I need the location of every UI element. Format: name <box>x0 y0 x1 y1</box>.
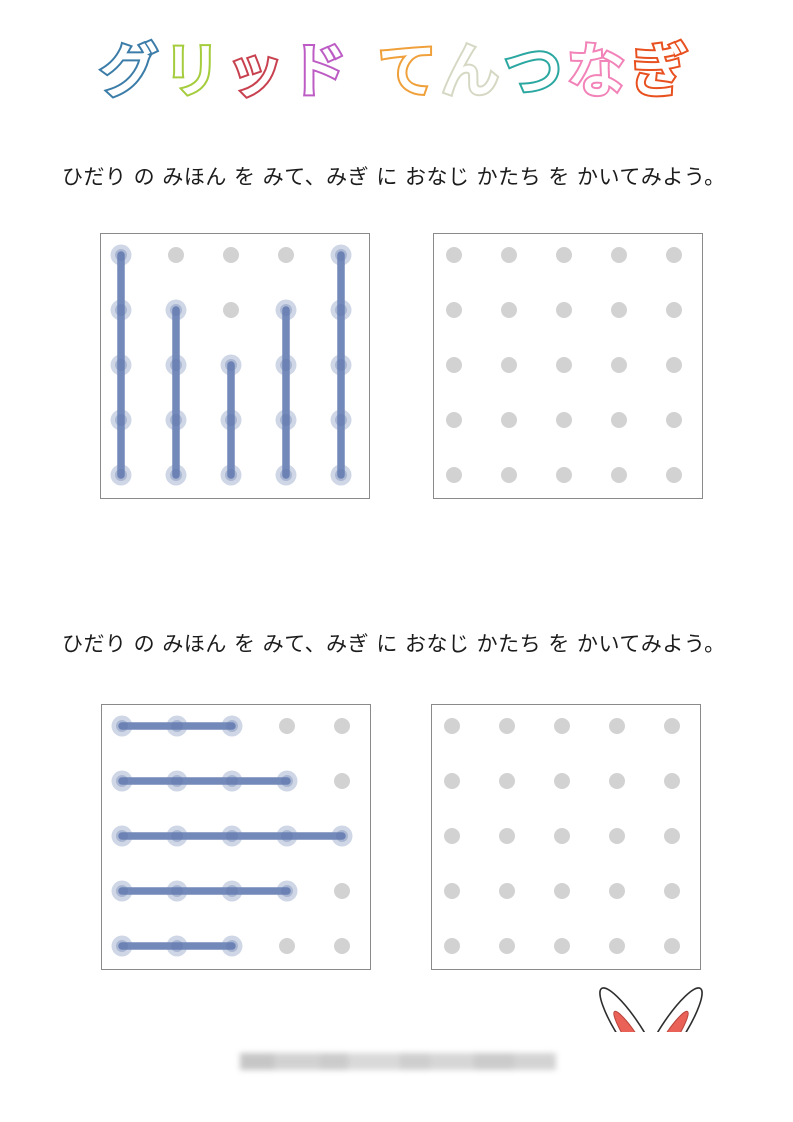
sample-grid-1 <box>100 233 370 499</box>
page-title: グリッド てんつなぎ <box>0 37 793 105</box>
watermark-blur <box>240 1053 556 1070</box>
practice-grid-2 <box>431 704 701 970</box>
title-char: ド <box>287 37 352 105</box>
title-char: グ <box>98 37 163 105</box>
watermark-segment <box>514 1053 556 1070</box>
watermark-segment <box>320 1053 348 1070</box>
watermark-segment <box>274 1053 320 1070</box>
watermark-segment <box>240 1053 274 1070</box>
instruction-text-2: ひだり の みほん を みて、みぎ に おなじ かたち を かいてみよう。 <box>62 632 726 656</box>
title-char: つ <box>502 37 568 105</box>
title-char: リ <box>161 37 226 105</box>
title-char: ッ <box>224 37 289 105</box>
watermark-segment <box>400 1053 430 1070</box>
watermark-segment <box>474 1053 514 1070</box>
watermark-segment <box>348 1053 400 1070</box>
instruction-text-1: ひだり の みほん を みて、みぎ に おなじ かたち を かいてみよう。 <box>62 165 726 189</box>
title-char: て <box>376 37 441 105</box>
watermark-segment <box>430 1053 474 1070</box>
title-char <box>352 40 378 104</box>
rabbit-ears-icon <box>599 987 703 1032</box>
sample-grid-2 <box>101 704 371 970</box>
title-char: ん <box>439 37 505 105</box>
title-char: ぎ <box>628 37 694 105</box>
title-char: な <box>565 37 631 105</box>
practice-grid-1 <box>433 233 703 499</box>
